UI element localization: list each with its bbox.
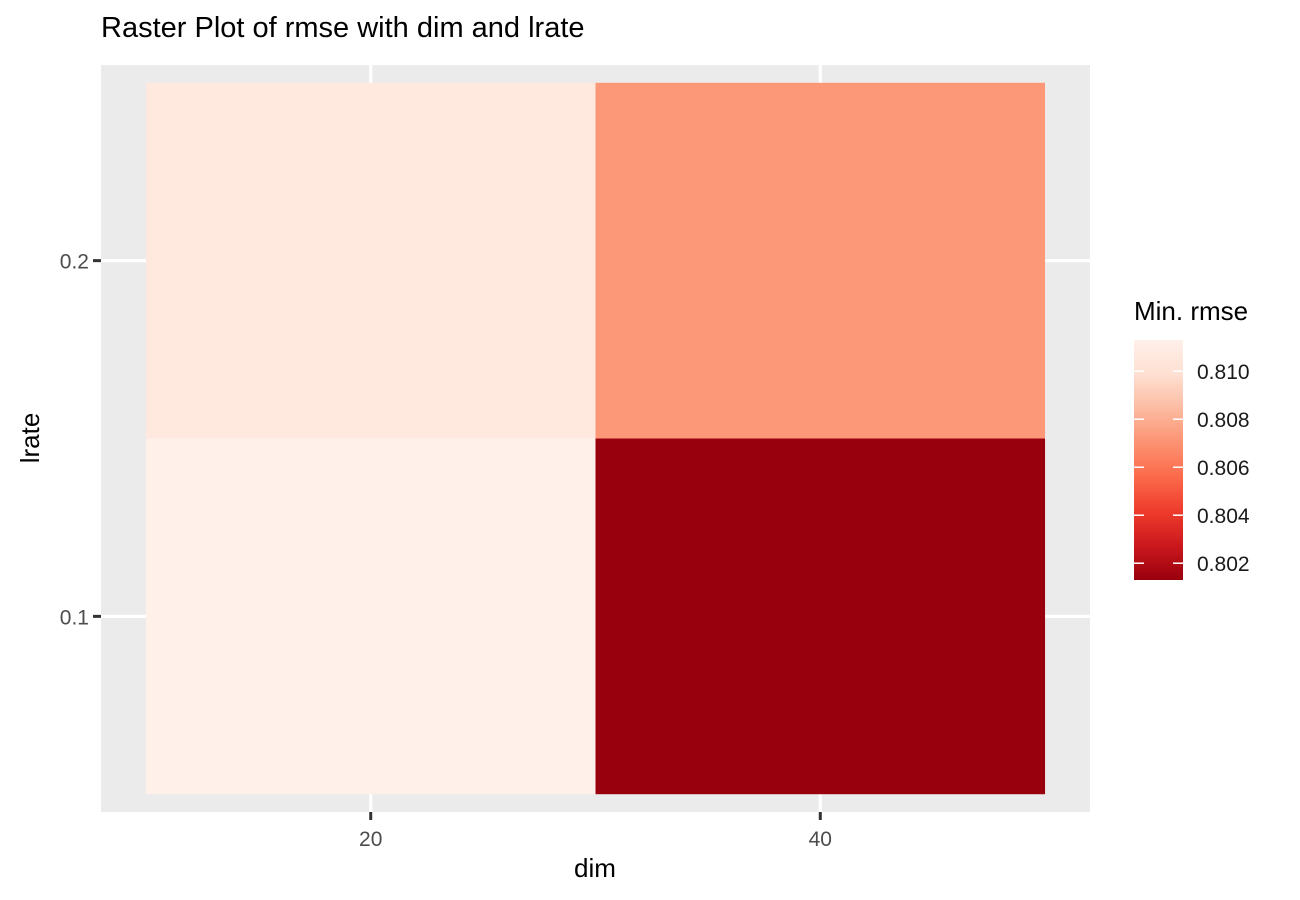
- heatmap-cell: [595, 438, 1046, 795]
- color-legend: Min. rmse 0.802 0.804 0.806 0.808 0.810: [1134, 296, 1250, 580]
- chart-title: Raster Plot of rmse with dim and lrate: [101, 12, 585, 44]
- legend-colorbar: [1134, 340, 1183, 580]
- x-tick-label: 40: [809, 828, 832, 851]
- heatmap-cell: [595, 82, 1046, 439]
- y-axis-title: lrate: [15, 413, 45, 464]
- legend-tick-label: 0.802: [1197, 553, 1250, 576]
- y-tick-label: 0.1: [60, 606, 89, 629]
- heatmap-cell: [145, 438, 596, 795]
- y-tick-label: 0.2: [60, 251, 89, 274]
- x-axis-title: dim: [574, 853, 616, 883]
- x-tick-label: 20: [359, 828, 382, 851]
- legend-tick-label: 0.810: [1197, 361, 1250, 384]
- heatmap-cells: [145, 82, 1046, 795]
- axes: 20 40 0.1 0.2: [60, 251, 832, 851]
- legend-tick-label: 0.808: [1197, 409, 1250, 432]
- legend-tick-label: 0.804: [1197, 505, 1250, 528]
- legend-title: Min. rmse: [1134, 296, 1248, 326]
- heatmap-cell: [145, 82, 596, 439]
- legend-tick-label: 0.806: [1197, 457, 1250, 480]
